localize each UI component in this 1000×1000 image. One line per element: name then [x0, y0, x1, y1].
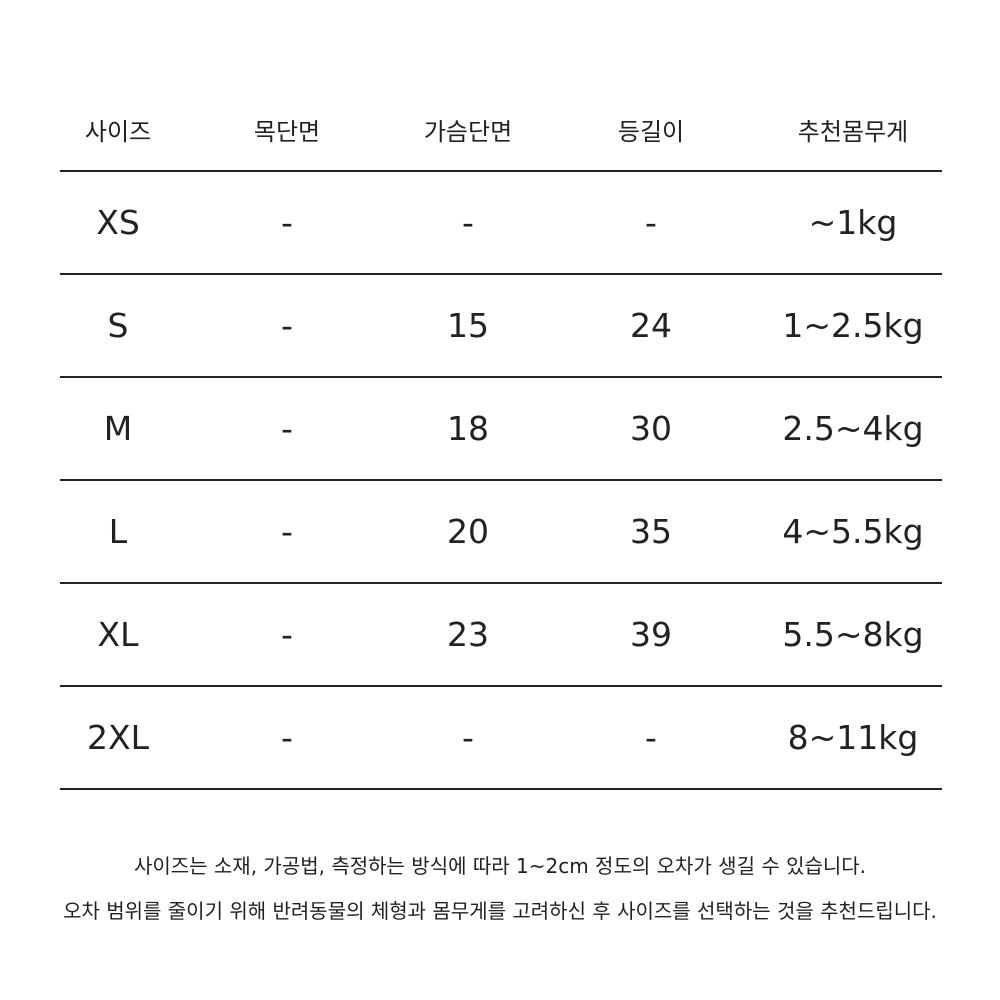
size-table: 사이즈 목단면 가슴단면 등길이 추천몸무게 XS - - - ~1kg S - 15 24 1~… [60, 88, 942, 790]
cell-size: M [103, 409, 133, 448]
table-row: L - 20 35 4~5.5kg [60, 481, 942, 584]
cell-size: S [107, 306, 129, 345]
cell-back-length: 39 [630, 615, 672, 654]
cell-size: L [108, 512, 128, 551]
cell-weight: 1~2.5kg [782, 306, 924, 345]
table-row: XL - 23 39 5.5~8kg [60, 584, 942, 687]
table-row: S - 15 24 1~2.5kg [60, 275, 942, 378]
cell-chest: 18 [447, 409, 489, 448]
cell-chest: 23 [447, 615, 489, 654]
cell-chest: 20 [447, 512, 489, 551]
header-weight: 추천몸무게 [797, 117, 909, 146]
cell-weight: ~1kg [808, 203, 898, 242]
header-neck: 목단면 [253, 117, 321, 146]
cell-size: 2XL [87, 718, 149, 757]
cell-back-length: 30 [630, 409, 672, 448]
cell-size: XL [97, 615, 139, 654]
cell-weight: 8~11kg [787, 718, 919, 757]
cell-neck: - [281, 512, 293, 551]
cell-chest: 15 [447, 306, 489, 345]
header-back-length: 등길이 [617, 117, 685, 146]
table-header: 사이즈 목단면 가슴단면 등길이 추천몸무게 [60, 88, 942, 172]
cell-back-length: - [645, 203, 657, 242]
header-size: 사이즈 [84, 117, 152, 146]
cell-weight: 4~5.5kg [782, 512, 924, 551]
cell-weight: 5.5~8kg [782, 615, 924, 654]
cell-neck: - [281, 615, 293, 654]
note-line-1: 사이즈는 소재, 가공법, 측정하는 방식에 따라 1~2cm 정도의 오차가 … [133, 854, 867, 878]
cell-neck: - [281, 306, 293, 345]
header-chest: 가슴단면 [423, 117, 513, 146]
cell-weight: 2.5~4kg [782, 409, 924, 448]
cell-neck: - [281, 409, 293, 448]
table-row: 2XL - - - 8~11kg [60, 687, 942, 790]
cell-size: XS [96, 203, 140, 242]
cell-back-length: 35 [630, 512, 672, 551]
cell-chest: - [462, 718, 474, 757]
cell-back-length: - [645, 718, 657, 757]
cell-neck: - [281, 203, 293, 242]
cell-back-length: 24 [630, 306, 672, 345]
table-row: XS - - - ~1kg [60, 172, 942, 275]
note-line-2: 오차 범위를 줄이기 위해 반려동물의 체형과 몸무게를 고려하신 후 사이즈를… [63, 899, 937, 923]
cell-neck: - [281, 718, 293, 757]
table-row: M - 18 30 2.5~4kg [60, 378, 942, 481]
cell-chest: - [462, 203, 474, 242]
